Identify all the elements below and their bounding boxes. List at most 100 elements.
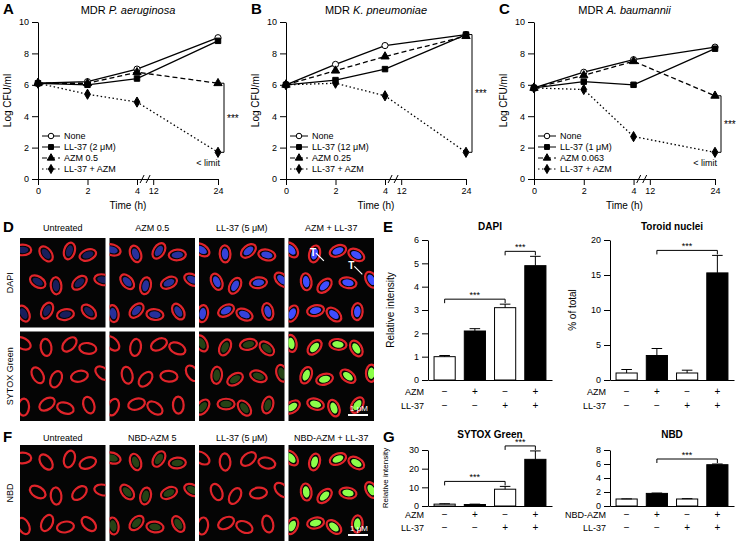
cells bbox=[110, 334, 196, 418]
cell-stain bbox=[252, 279, 264, 287]
marker bbox=[463, 147, 469, 157]
bar bbox=[707, 465, 728, 506]
cell bbox=[208, 482, 225, 502]
tick-mark bbox=[584, 179, 585, 185]
legend-symbol bbox=[296, 164, 301, 173]
column-label: AZM + LL-37 bbox=[305, 223, 357, 233]
micrograph-background bbox=[199, 238, 285, 328]
tick-label: 5 bbox=[596, 340, 601, 350]
cell-stain bbox=[302, 486, 310, 498]
tick: 4 bbox=[632, 179, 637, 196]
cell-membrane bbox=[37, 452, 56, 472]
condition-sign: + bbox=[654, 509, 660, 520]
tick-label: 4 bbox=[596, 473, 601, 483]
bar bbox=[616, 373, 637, 380]
tick-label: 20 bbox=[409, 464, 419, 474]
cell bbox=[146, 521, 164, 534]
tick: 8 bbox=[24, 49, 38, 59]
column-label: Untreated bbox=[43, 433, 83, 443]
cell-membrane bbox=[257, 456, 276, 470]
cell bbox=[127, 301, 147, 321]
cell-membrane bbox=[307, 244, 322, 263]
micrograph bbox=[14, 445, 112, 541]
row-label: SYTOX Green bbox=[5, 347, 15, 405]
cell-membrane bbox=[70, 273, 90, 292]
data-layer bbox=[282, 31, 470, 157]
series-line bbox=[534, 61, 715, 96]
cell-membrane bbox=[56, 520, 75, 533]
cell-membrane bbox=[315, 276, 335, 296]
tick: 0 bbox=[596, 375, 610, 385]
condition-sign: + bbox=[532, 400, 538, 411]
axis-line bbox=[38, 23, 39, 180]
cell-stain bbox=[149, 523, 161, 531]
condition-sign: − bbox=[472, 522, 478, 533]
cell bbox=[346, 454, 366, 472]
condition-sign: + bbox=[714, 522, 720, 533]
cell bbox=[50, 487, 62, 505]
marker bbox=[711, 91, 719, 98]
tick: 1 bbox=[414, 352, 428, 362]
error-bar bbox=[530, 451, 541, 459]
cell bbox=[70, 483, 90, 502]
tick-mark bbox=[604, 506, 610, 507]
significance-label: *** bbox=[475, 88, 487, 99]
data-layer bbox=[616, 464, 728, 506]
cell bbox=[234, 306, 254, 323]
tick-label: 4 bbox=[632, 186, 637, 196]
cell bbox=[56, 308, 75, 321]
axis-line bbox=[610, 241, 611, 381]
cell-membrane bbox=[307, 452, 322, 471]
cell bbox=[136, 369, 155, 389]
cell bbox=[366, 365, 374, 382]
cell bbox=[139, 487, 153, 506]
y-axis-title: Log CFU/ml bbox=[2, 74, 13, 127]
cell-membrane bbox=[127, 513, 147, 533]
cell-membrane bbox=[159, 274, 179, 291]
cell-membrane bbox=[338, 367, 358, 386]
cell-membrane bbox=[328, 451, 348, 468]
cell-membrane bbox=[257, 248, 276, 262]
tick-label: 0 bbox=[272, 174, 277, 184]
x-axis: 0241224 bbox=[36, 179, 224, 196]
legend-symbol bbox=[48, 133, 54, 139]
significance-label: *** bbox=[682, 241, 693, 251]
legend-symbol bbox=[544, 164, 549, 173]
tick: 12 bbox=[645, 179, 655, 196]
cell-membrane bbox=[326, 398, 342, 418]
cell bbox=[289, 398, 303, 417]
bar bbox=[646, 356, 667, 381]
cell-membrane bbox=[238, 449, 258, 468]
cell-membrane bbox=[160, 370, 178, 382]
cell bbox=[50, 277, 62, 295]
tick: 10 bbox=[267, 17, 286, 27]
cell-membrane bbox=[145, 399, 165, 418]
condition-sign: − bbox=[654, 400, 660, 411]
cell-membrane bbox=[127, 301, 147, 321]
series-line bbox=[534, 49, 715, 88]
cell-membrane bbox=[328, 243, 348, 260]
cell bbox=[127, 396, 146, 411]
tick: 10 bbox=[515, 17, 534, 27]
tick-label: 2 bbox=[596, 487, 601, 497]
marker bbox=[134, 76, 139, 81]
cell-membrane bbox=[37, 395, 57, 413]
tick-label: 0 bbox=[414, 375, 419, 385]
tick-mark bbox=[385, 179, 386, 185]
tick-mark bbox=[422, 380, 428, 381]
tick-label: 12 bbox=[149, 186, 159, 196]
cell-membrane bbox=[249, 368, 269, 384]
cell bbox=[307, 452, 322, 471]
cell-membrane bbox=[20, 335, 33, 353]
panel-label: D bbox=[3, 218, 14, 235]
condition-sign: − bbox=[502, 386, 508, 397]
column-label: LL-37 (5 μM) bbox=[216, 433, 268, 443]
y-axis-title: Log CFU/ml bbox=[250, 74, 261, 127]
cell bbox=[93, 483, 105, 497]
cell-membrane bbox=[199, 241, 212, 259]
axis-line bbox=[39, 179, 219, 180]
cell-membrane bbox=[351, 303, 363, 321]
cell bbox=[315, 486, 335, 506]
tick-label: 3 bbox=[414, 305, 419, 315]
tick: 4 bbox=[135, 179, 140, 196]
